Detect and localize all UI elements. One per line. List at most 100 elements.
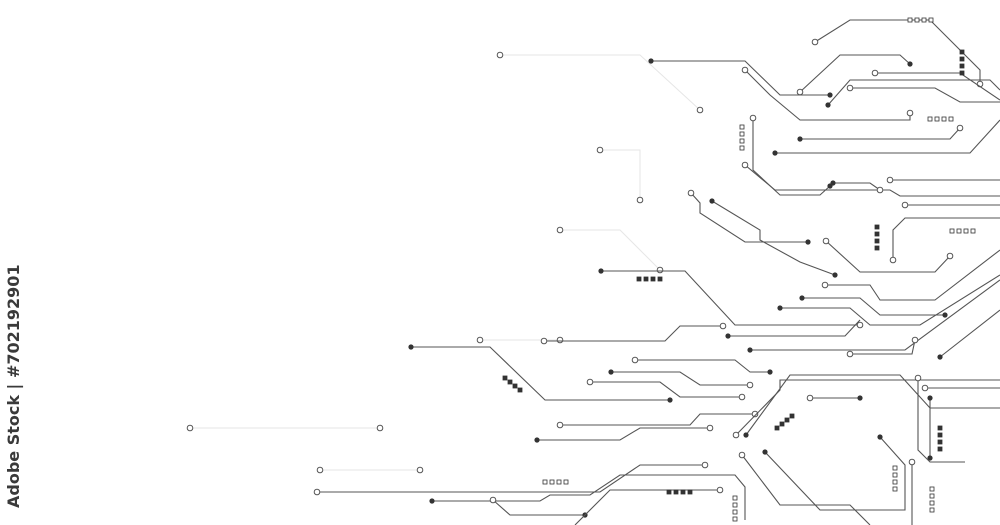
pad-filled bbox=[874, 245, 880, 251]
pad-hollow bbox=[892, 472, 898, 478]
solder-node-filled bbox=[762, 449, 768, 455]
pad-filled bbox=[517, 387, 523, 393]
solder-node-filled bbox=[767, 369, 773, 375]
pad-filled bbox=[874, 231, 880, 237]
solder-node-hollow bbox=[741, 66, 749, 74]
solder-node-hollow bbox=[636, 196, 644, 204]
solder-node-hollow bbox=[796, 88, 804, 96]
pad-filled bbox=[937, 446, 943, 452]
pad-filled bbox=[959, 70, 965, 76]
pad-hollow bbox=[892, 465, 898, 471]
solder-node-filled bbox=[648, 58, 654, 64]
solder-node-hollow bbox=[556, 336, 564, 344]
circuit-trace bbox=[800, 127, 961, 140]
circuit-trace bbox=[750, 279, 1000, 351]
pad-filled bbox=[874, 224, 880, 230]
solder-node-hollow bbox=[889, 256, 897, 264]
circuit-trace bbox=[799, 54, 911, 93]
solder-node-hollow bbox=[751, 410, 759, 418]
solder-node-filled bbox=[747, 347, 753, 353]
solder-node-filled bbox=[927, 455, 933, 461]
pad-filled bbox=[937, 439, 943, 445]
solder-node-hollow bbox=[416, 466, 424, 474]
solder-node-hollow bbox=[556, 421, 564, 429]
pad-filled bbox=[502, 375, 508, 381]
pad-hollow bbox=[739, 131, 745, 137]
pad-filled bbox=[657, 276, 663, 282]
solder-node-hollow bbox=[316, 466, 324, 474]
circuit-trace bbox=[600, 149, 641, 200]
circuit-trace bbox=[780, 274, 1000, 326]
solder-node-hollow bbox=[886, 176, 894, 184]
solder-node-filled bbox=[772, 150, 778, 156]
solder-node-hollow bbox=[596, 146, 604, 154]
pad-hollow bbox=[929, 500, 935, 506]
circuit-trace bbox=[833, 182, 881, 191]
solder-node-filled bbox=[907, 61, 913, 67]
solder-node-filled bbox=[534, 437, 540, 443]
pad-hollow bbox=[549, 479, 555, 485]
circuit-trace bbox=[802, 297, 945, 316]
circuit-trace bbox=[850, 339, 916, 355]
solder-node-filled bbox=[598, 268, 604, 274]
solder-node-filled bbox=[725, 333, 731, 339]
solder-node-hollow bbox=[846, 350, 854, 358]
solder-node-filled bbox=[942, 312, 948, 318]
circuit-trace bbox=[601, 270, 860, 326]
pad-hollow bbox=[921, 17, 927, 23]
solder-node-hollow bbox=[631, 356, 639, 364]
circuit-trace bbox=[317, 464, 705, 493]
pad-filled bbox=[789, 413, 795, 419]
circuit-trace bbox=[544, 325, 723, 342]
pad-filled bbox=[784, 417, 790, 423]
pad-hollow bbox=[963, 228, 969, 234]
solder-node-hollow bbox=[821, 281, 829, 289]
solder-node-filled bbox=[830, 180, 836, 186]
circuit-trace bbox=[744, 164, 1000, 197]
solder-node-hollow bbox=[376, 424, 384, 432]
circuit-trace bbox=[432, 474, 746, 520]
pad-hollow bbox=[949, 228, 955, 234]
pad-filled bbox=[680, 489, 686, 495]
circuit-trace bbox=[825, 240, 951, 273]
pad-filled bbox=[687, 489, 693, 495]
solder-node-hollow bbox=[876, 186, 884, 194]
solder-node-hollow bbox=[946, 252, 954, 260]
pad-filled bbox=[774, 425, 780, 431]
circuit-trace bbox=[690, 192, 808, 243]
solder-node-hollow bbox=[746, 381, 754, 389]
solder-node-filled bbox=[608, 369, 614, 375]
circuit-trace bbox=[735, 379, 1000, 436]
solder-node-filled bbox=[743, 432, 749, 438]
solder-node-hollow bbox=[749, 114, 757, 122]
solder-node-filled bbox=[408, 344, 414, 350]
solder-node-hollow bbox=[738, 393, 746, 401]
pad-hollow bbox=[732, 502, 738, 508]
solder-node-hollow bbox=[719, 322, 727, 330]
pad-hollow bbox=[927, 116, 933, 122]
pad-filled bbox=[959, 56, 965, 62]
solder-node-filled bbox=[805, 239, 811, 245]
solder-node-filled bbox=[799, 295, 805, 301]
circuit-trace bbox=[825, 249, 1000, 301]
solder-node-hollow bbox=[489, 496, 497, 504]
circuit-trace bbox=[741, 454, 871, 525]
pad-filled bbox=[673, 489, 679, 495]
solder-node-hollow bbox=[496, 51, 504, 59]
pad-hollow bbox=[907, 17, 913, 23]
circuit-trace bbox=[492, 499, 585, 516]
pad-filled bbox=[779, 421, 785, 427]
solder-node-hollow bbox=[687, 189, 695, 197]
solder-node-hollow bbox=[914, 374, 922, 382]
solder-node-hollow bbox=[186, 424, 194, 432]
circuit-trace bbox=[939, 309, 1000, 358]
circuit-trace bbox=[711, 200, 836, 276]
circuit-trace bbox=[827, 79, 1000, 106]
solder-node-filled bbox=[825, 102, 831, 108]
circuit-trace bbox=[745, 374, 1000, 436]
pad-hollow bbox=[556, 479, 562, 485]
pad-hollow bbox=[914, 17, 920, 23]
pad-filled bbox=[512, 383, 518, 389]
circuit-trace bbox=[764, 436, 906, 511]
